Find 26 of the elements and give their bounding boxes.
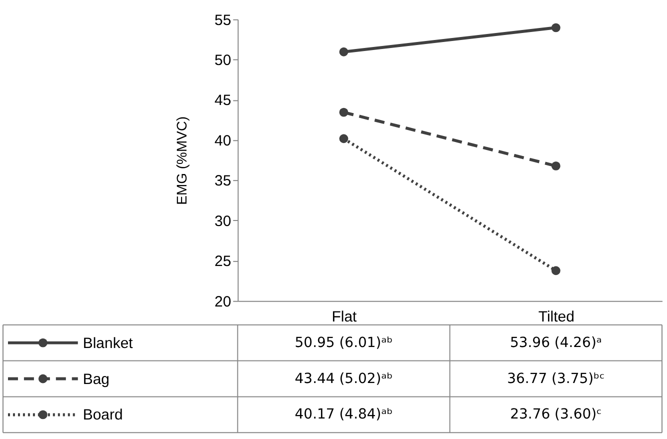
x-tick-label: Tilted [538,308,574,326]
y-axis-title: EMG (%MVC) [174,116,190,205]
point [339,134,348,144]
data-label: 53.96 (4.26)ᵃ [510,334,602,351]
data-label: 50.95 (6.01)ᵃᵇ [294,334,393,351]
legend-label: Board [82,406,123,424]
y-tick-label: 25 [214,253,232,270]
data-label: 40.17 (4.84)ᵃᵇ [294,406,393,423]
y-tick-label: 45 [214,92,232,110]
point [551,162,560,170]
y-tick-label: 20 [214,293,232,310]
y-tick-label: 40 [214,132,232,150]
legend-label: Blanket [82,334,134,352]
legend-label: Bag [82,370,110,388]
point [551,266,560,276]
data-label: 23.76 (3.60)ᶜ [510,406,602,423]
y-tick-label: 55 [214,12,232,29]
y-tick-label: 35 [214,172,232,190]
point [339,108,348,117]
point [551,23,560,32]
x-tick-label: Flat [332,308,358,326]
y-tick-label: 30 [214,212,232,230]
point [339,47,348,56]
data-label: 36.77 (3.75)ᵇᶜ [507,370,605,387]
data-label: 43.44 (5.02)ᵃᵇ [294,370,393,387]
y-tick-label: 50 [214,52,232,70]
